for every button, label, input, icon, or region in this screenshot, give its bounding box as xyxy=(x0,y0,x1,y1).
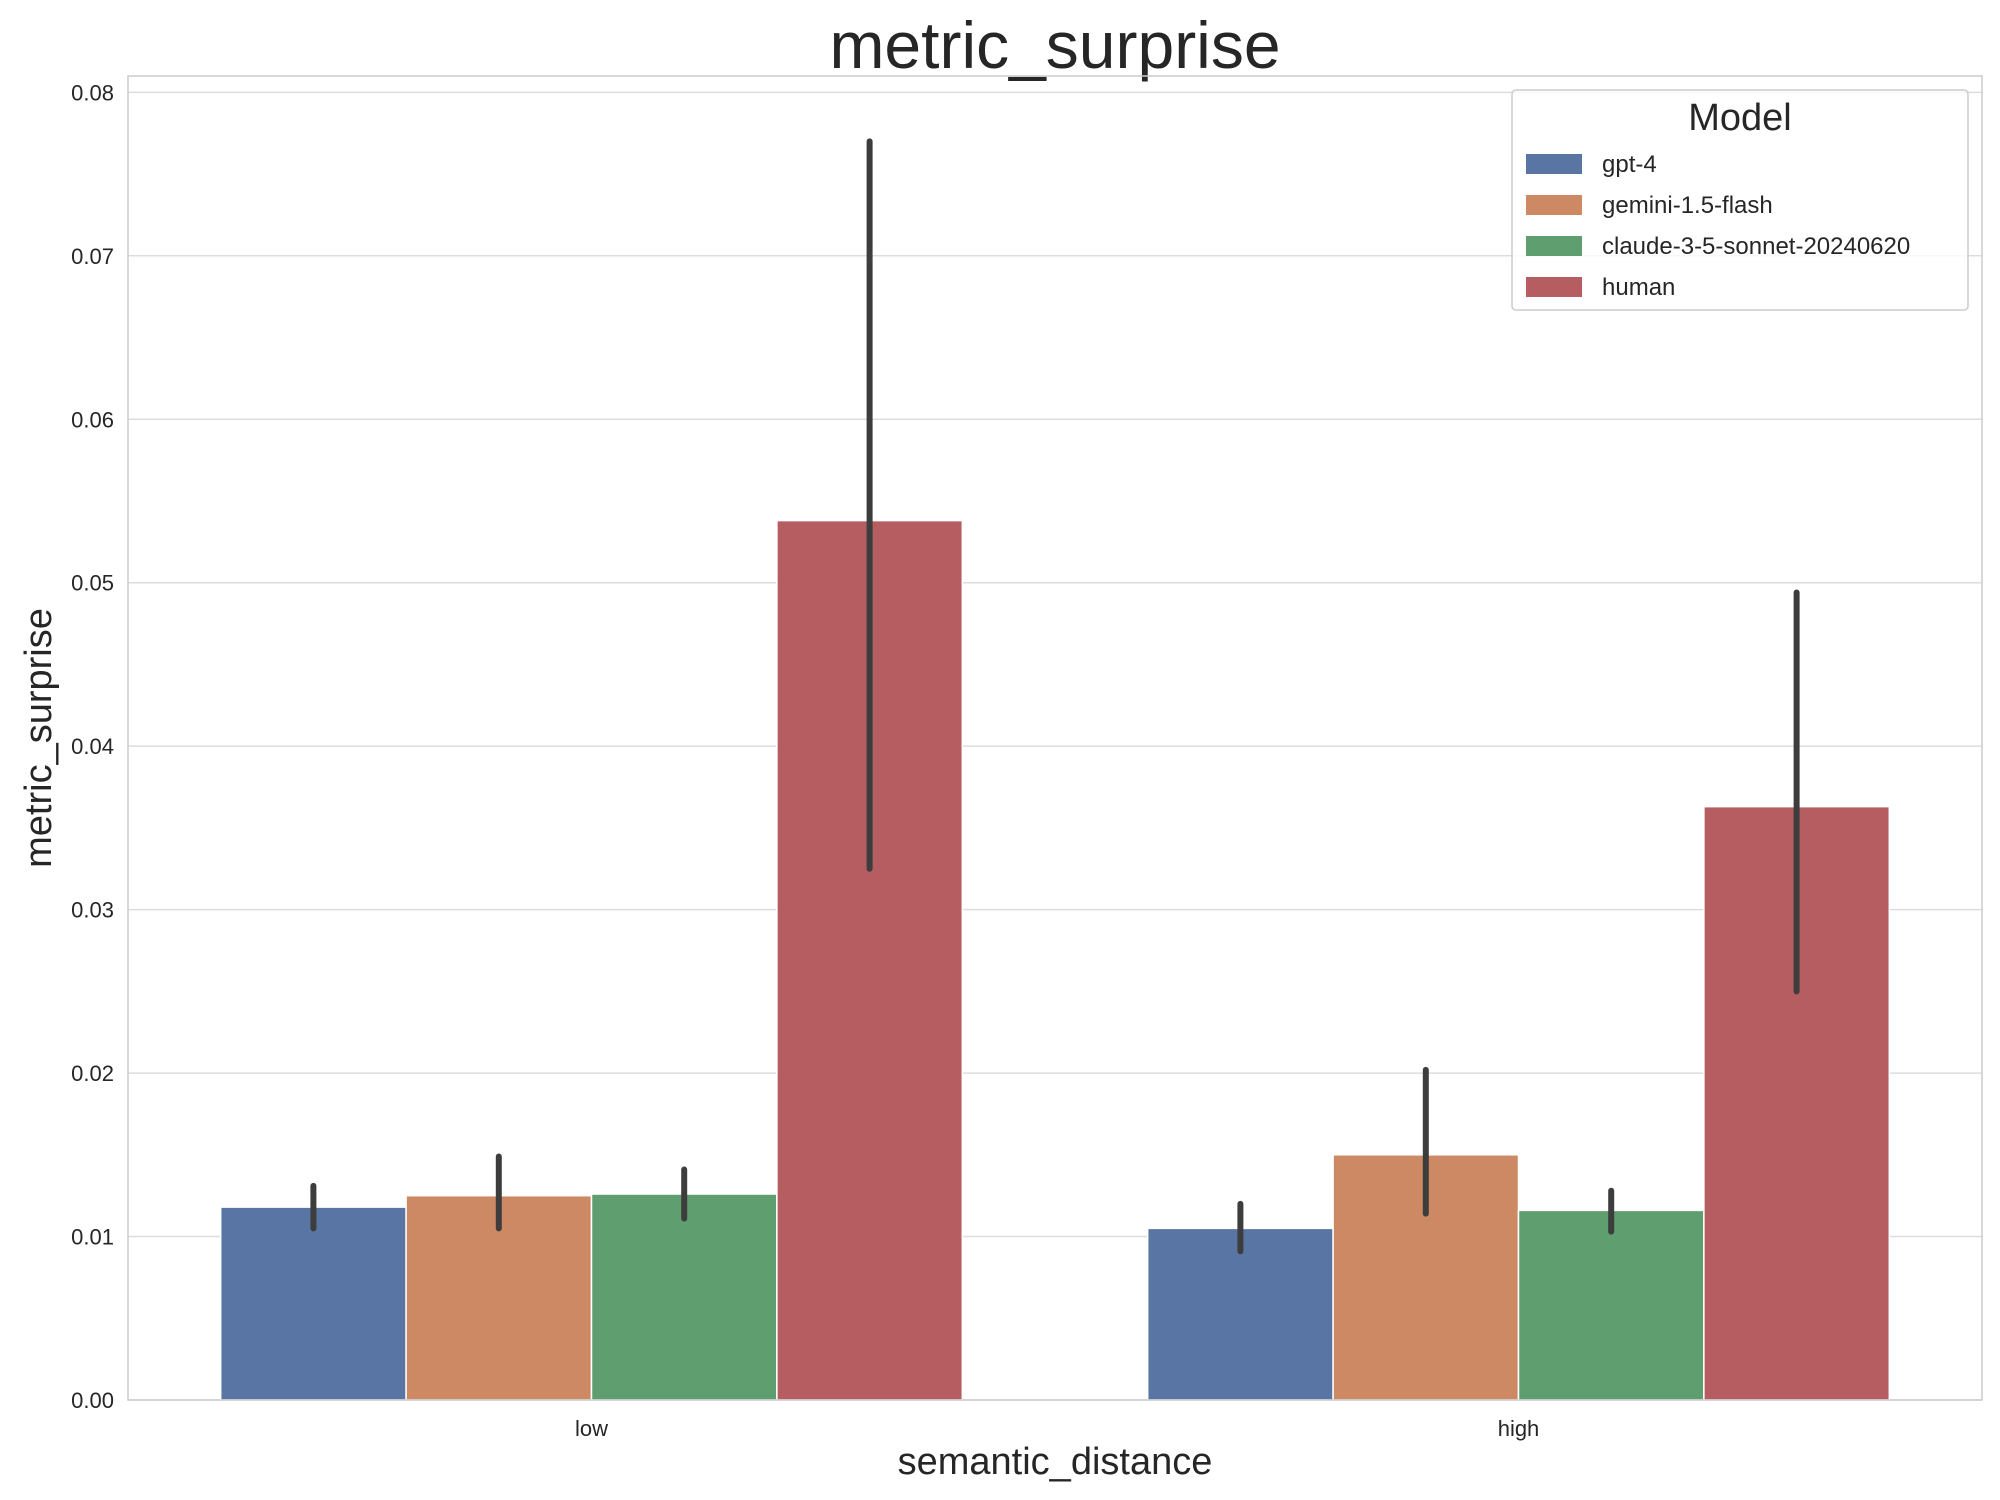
x-tick-label-low: low xyxy=(575,1416,608,1441)
legend-swatch-gpt-4 xyxy=(1526,154,1582,174)
legend-label-gpt-4: gpt-4 xyxy=(1602,151,1657,178)
y-tick-label: 0.04 xyxy=(71,734,114,759)
legend-label-gemini-1.5-flash: gemini-1.5-flash xyxy=(1602,192,1773,219)
y-tick-label: 0.00 xyxy=(71,1388,114,1413)
y-tick-labels: 0.00 0.01 0.02 0.03 0.04 0.05 0.06 0.07 0.08 xyxy=(71,80,114,1413)
error-bars xyxy=(310,138,1800,1255)
bar-gpt-4-low xyxy=(219,1206,407,1401)
x-tick-labels: low high xyxy=(575,1416,1539,1441)
legend-box xyxy=(1511,89,1969,311)
legend-swatch-human xyxy=(1526,277,1582,297)
y-tick-label: 0.02 xyxy=(71,1061,114,1086)
y-tick-label: 0.08 xyxy=(71,80,114,105)
y-tick-label: 0.01 xyxy=(71,1225,114,1250)
legend-title: Model xyxy=(1688,97,1792,139)
chart-title: metric_surprise xyxy=(829,8,1280,82)
y-axis-label: metric_surprise xyxy=(18,608,60,868)
y-tick-label: 0.07 xyxy=(71,244,114,269)
y-tick-label: 0.05 xyxy=(71,571,114,596)
x-tick-label-high: high xyxy=(1498,1416,1540,1441)
y-tick-label: 0.06 xyxy=(71,407,114,432)
x-axis-label: semantic_distance xyxy=(898,1441,1213,1483)
bar-claude-3-5-sonnet-20240620-low xyxy=(590,1193,778,1401)
legend-items: gpt-4 gemini-1.5-flash claude-3-5-sonnet-2… xyxy=(1526,151,1910,301)
legend-label-human: human xyxy=(1602,274,1675,301)
legend-swatch-claude-3-5-sonnet-20240620 xyxy=(1526,236,1582,256)
y-tick-label: 0.03 xyxy=(71,898,114,923)
plot-frame xyxy=(127,75,1983,1401)
legend: Model gpt-4 gemini-1.5-flash claude-3-5-so… xyxy=(1511,89,1969,311)
bar-claude-3-5-sonnet-20240620-high xyxy=(1517,1209,1705,1401)
legend-swatch-gemini-1.5-flash xyxy=(1526,195,1582,215)
legend-label-claude-3-5-sonnet-20240620: claude-3-5-sonnet-20240620 xyxy=(1602,233,1910,260)
bars xyxy=(219,519,1891,1401)
